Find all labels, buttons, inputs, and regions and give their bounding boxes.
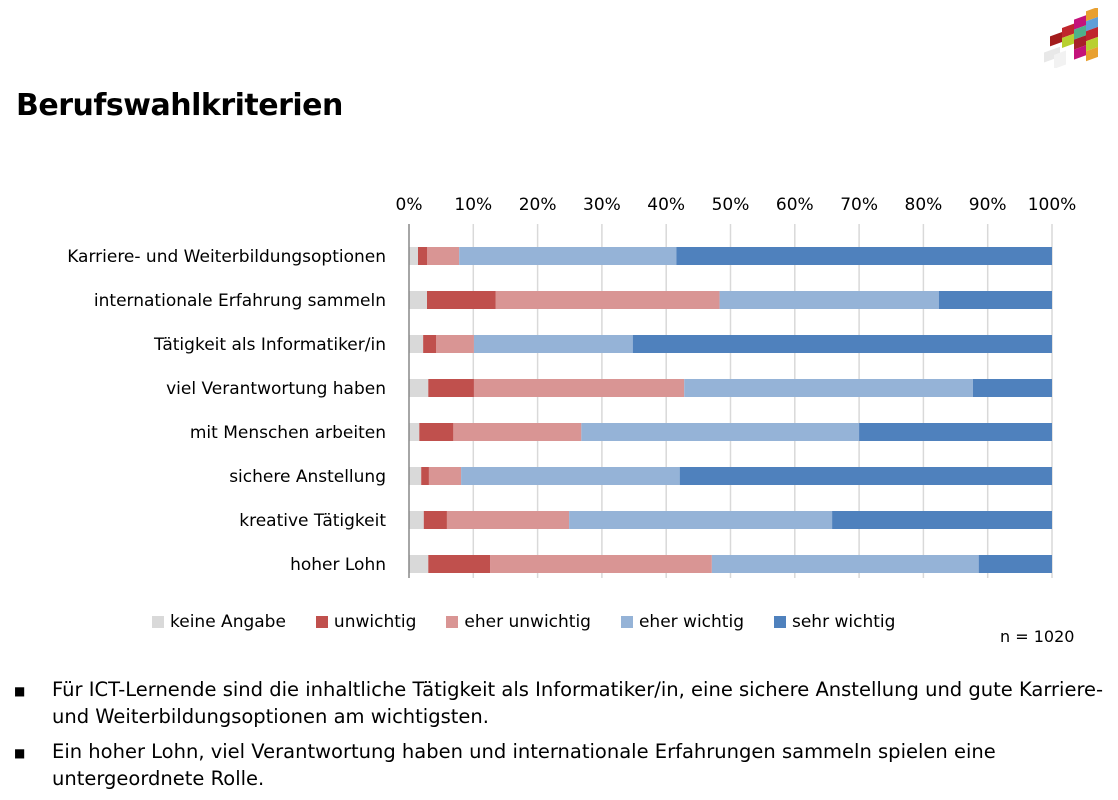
- bullet-icon: ■: [14, 684, 26, 698]
- x-tick-label: 100%: [1028, 195, 1077, 215]
- bar-segment: [427, 291, 496, 309]
- category-label: mit Menschen arbeiten: [190, 423, 386, 443]
- bar-segment: [972, 379, 1052, 397]
- legend: keine Angabe unwichtig eher unwichtig eh…: [152, 612, 895, 632]
- bar-segment: [423, 335, 437, 353]
- bar-segment: [711, 555, 979, 573]
- bar-segment: [409, 467, 422, 485]
- bar-segment: [428, 379, 474, 397]
- bar-segment: [473, 379, 685, 397]
- bullet-item: ■ Für ICT-Lernende sind die inhaltliche …: [14, 676, 1114, 730]
- sample-size-annotation: n = 1020: [1000, 627, 1075, 646]
- bar-segment: [490, 555, 712, 573]
- category-label: Tätigkeit als Informatiker/in: [153, 335, 386, 355]
- bar-segment: [409, 511, 424, 529]
- bar-segment: [938, 291, 1052, 309]
- legend-swatch: [152, 616, 164, 628]
- bar-segment: [461, 467, 680, 485]
- x-tick-label: 50%: [712, 195, 750, 215]
- bar-segment: [684, 379, 973, 397]
- bar-segment: [409, 555, 429, 573]
- legend-swatch: [620, 616, 633, 628]
- page-title: Berufswahlkriterien: [16, 88, 343, 123]
- bar-segment: [409, 379, 429, 397]
- x-axis-ticks: 0% 10% 20% 30% 40% 50% 60% 70% 80% 90% 100%: [396, 195, 1077, 215]
- x-tick-label: 0%: [396, 195, 423, 215]
- bar-segment: [632, 335, 1052, 353]
- bar-segment: [409, 423, 420, 441]
- bar-segment: [418, 247, 428, 265]
- x-tick-label: 80%: [905, 195, 943, 215]
- bar-segment: [719, 291, 939, 309]
- category-label: viel Verantwortung haben: [166, 379, 386, 399]
- x-tick-label: 30%: [583, 195, 621, 215]
- legend-item: keine Angabe: [152, 612, 286, 632]
- legend-label: eher wichtig: [638, 612, 744, 632]
- bar-segment: [859, 423, 1052, 441]
- bars: [409, 247, 1052, 573]
- x-tick-label: 60%: [776, 195, 814, 215]
- bar-segment: [459, 247, 677, 265]
- x-tick-label: 90%: [969, 195, 1007, 215]
- legend-item: eher unwichtig: [446, 612, 591, 632]
- bullet-icon: ■: [14, 746, 26, 760]
- bar-segment: [423, 511, 447, 529]
- legend-item: sehr wichtig: [773, 612, 896, 632]
- legend-label: keine Angabe: [170, 612, 286, 632]
- bar-segment: [679, 467, 1052, 485]
- legend-label: unwichtig: [333, 612, 417, 632]
- x-tick-label: 20%: [519, 195, 557, 215]
- bar-segment: [421, 467, 429, 485]
- bar-segment: [832, 511, 1052, 529]
- category-label: kreative Tätigkeit: [239, 511, 386, 531]
- bar-segment: [446, 511, 570, 529]
- bar-segment: [569, 511, 833, 529]
- legend-swatch: [315, 616, 328, 628]
- logo-icon: [1040, 6, 1106, 69]
- bar-segment: [409, 335, 424, 353]
- legend-label: eher unwichtig: [464, 612, 591, 632]
- x-tick-label: 70%: [840, 195, 878, 215]
- bar-segment: [428, 467, 462, 485]
- bar-segment: [676, 247, 1052, 265]
- bar-segment: [495, 291, 720, 309]
- category-labels: Karriere- und Weiterbildungsoptionen inte…: [67, 247, 386, 575]
- x-tick-label: 10%: [454, 195, 492, 215]
- category-label: internationale Erfahrung sammeln: [94, 291, 386, 311]
- bar-segment: [419, 423, 454, 441]
- bullet-text: Ein hoher Lohn, viel Verantwortung haben…: [52, 740, 996, 790]
- legend-item: eher wichtig: [620, 612, 744, 632]
- category-label: sichere Anstellung: [229, 467, 386, 487]
- bar-segment: [428, 555, 491, 573]
- bullet-item: ■ Ein hoher Lohn, viel Verantwortung hab…: [14, 738, 1114, 792]
- bar-segment: [409, 291, 428, 309]
- stacked-bar-chart: 0% 10% 20% 30% 40% 50% 60% 70% 80% 90% 100% Karrie…: [67, 195, 1077, 578]
- legend-swatch: [773, 616, 786, 628]
- legend-label: sehr wichtig: [791, 612, 896, 632]
- bar-segment: [473, 335, 633, 353]
- bar-segment: [427, 247, 460, 265]
- bar-segment: [436, 335, 474, 353]
- bar-segment: [581, 423, 860, 441]
- bar-segment: [978, 555, 1052, 573]
- legend-swatch: [446, 616, 459, 628]
- category-label: Karriere- und Weiterbildungsoptionen: [67, 247, 386, 267]
- bar-segment: [453, 423, 582, 441]
- x-tick-label: 40%: [647, 195, 685, 215]
- bar-segment: [409, 247, 419, 265]
- legend-item: unwichtig: [315, 612, 417, 632]
- bullet-text: Für ICT-Lernende sind die inhaltliche Tä…: [52, 678, 1104, 728]
- category-label: hoher Lohn: [290, 555, 386, 575]
- bullet-list: ■ Für ICT-Lernende sind die inhaltliche …: [14, 676, 1114, 800]
